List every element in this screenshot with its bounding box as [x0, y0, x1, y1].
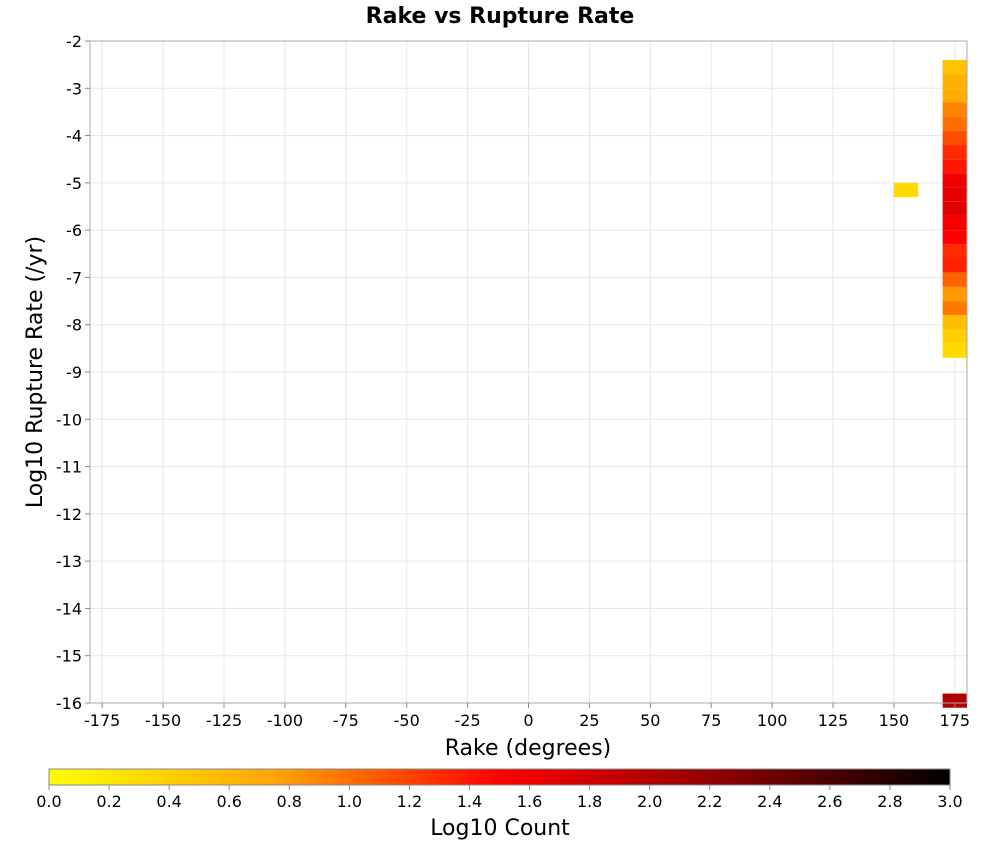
x-tick-label: 100: [757, 711, 788, 730]
y-tick-label: -5: [66, 174, 82, 193]
heatmap-cell: [942, 187, 967, 202]
heatmap-cell: [942, 102, 967, 117]
heatmap-cell: [942, 329, 967, 344]
colorbar-tick-label: 1.0: [337, 792, 362, 811]
heatmap-cell: [942, 130, 967, 146]
colorbar-tick-label: 2.2: [697, 792, 722, 811]
colorbar-tick-label: 1.8: [577, 792, 602, 811]
heatmap-cell: [942, 286, 967, 302]
y-tick-label: -7: [66, 268, 82, 287]
colorbar-tick-label: 2.8: [877, 792, 902, 811]
y-tick-label: -15: [56, 647, 82, 666]
y-tick-label: -9: [66, 363, 82, 382]
x-tick-label: -125: [206, 711, 242, 730]
heatmap-cell: [942, 230, 967, 245]
x-tick-label: 175: [940, 711, 971, 730]
heatmap-cell: [942, 116, 967, 131]
colorbar-ticks: 0.0 0.2 0.4 0.6 0.8 1.0 1.2 1.4 1.6 1.8 2.0 2.2 2.4 2…: [36, 785, 963, 811]
heatmap-cell: [942, 159, 967, 174]
x-tick-label: -25: [455, 711, 481, 730]
colorbar-tick-label: 0.8: [277, 792, 302, 811]
chart-title: Rake vs Rupture Rate: [366, 4, 635, 29]
colorbar-tick-label: 0.6: [216, 792, 241, 811]
y-tick-label: -14: [56, 599, 82, 618]
colorbar: [48, 768, 951, 786]
x-tick-label: -150: [145, 711, 181, 730]
heatmap-cell: [942, 74, 967, 89]
y-tick-label: -16: [56, 694, 82, 713]
heatmap-cell: [942, 315, 967, 330]
colorbar-tick-label: 2.4: [757, 792, 782, 811]
colorbar-tick-label: 2.0: [637, 792, 662, 811]
y-tick-label: -10: [56, 410, 82, 429]
heatmap-cell: [942, 173, 967, 188]
colorbar-tick-label: 1.6: [517, 792, 542, 811]
x-tick-label: 75: [701, 711, 721, 730]
x-tick-label: 50: [640, 711, 660, 730]
y-tick-label: -3: [66, 79, 82, 98]
x-axis-label: Rake (degrees): [445, 736, 612, 761]
x-tick-label: 125: [818, 711, 849, 730]
y-tick-label: -4: [66, 127, 82, 146]
y-tick-label: -11: [56, 458, 82, 477]
heatmap-cell: [942, 343, 967, 358]
y-tick-label: -6: [66, 221, 82, 240]
heatmap-cell: [942, 693, 967, 708]
colorbar-tick-label: 0.2: [96, 792, 121, 811]
x-tick-label: -100: [267, 711, 303, 730]
colorbar-tick-label: 0.4: [156, 792, 181, 811]
x-tick-label: -175: [84, 711, 120, 730]
colorbar-tick-label: 1.4: [457, 792, 482, 811]
heatmap-cell: [942, 244, 967, 259]
x-axis-ticks: -175 -150 -125 -100 -75 -50 -25 0 25 50 75 100 125 15…: [84, 703, 970, 730]
y-axis-ticks: -2 -3 -4 -5 -6 -7 -8 -9 -10 -11 -12 -13 -14 -15 -16: [56, 32, 90, 713]
heatmap-cell: [942, 88, 967, 103]
x-tick-label: -50: [394, 711, 420, 730]
heatmap-cell: [942, 258, 967, 273]
heatmap-cell: [942, 272, 967, 287]
colorbar-label: Log10 Count: [430, 816, 570, 841]
colorbar-tick-label: 3.0: [937, 792, 962, 811]
colorbar-tick-label: 0.0: [36, 792, 61, 811]
heatmap-cells: [893, 59, 967, 708]
y-tick-label: -12: [56, 505, 82, 524]
gridlines: [90, 40, 967, 704]
y-tick-label: -2: [66, 32, 82, 51]
x-tick-label: 0: [523, 711, 533, 730]
heatmap-cell: [942, 145, 967, 160]
heatmap-cell: [942, 201, 967, 216]
colorbar-tick-label: 2.6: [817, 792, 842, 811]
x-tick-label: -75: [333, 711, 359, 730]
heatmap-cell: [942, 59, 967, 75]
y-tick-label: -13: [56, 552, 82, 571]
heatmap-cell: [942, 215, 967, 231]
x-tick-label: 25: [579, 711, 599, 730]
y-axis-label: Log10 Rupture Rate (/yr): [23, 236, 48, 508]
colorbar-tick-label: 1.2: [397, 792, 422, 811]
heatmap-cell: [893, 182, 919, 198]
x-tick-label: 150: [879, 711, 910, 730]
y-tick-label: -8: [66, 316, 82, 335]
heatmap-cell: [942, 301, 967, 316]
